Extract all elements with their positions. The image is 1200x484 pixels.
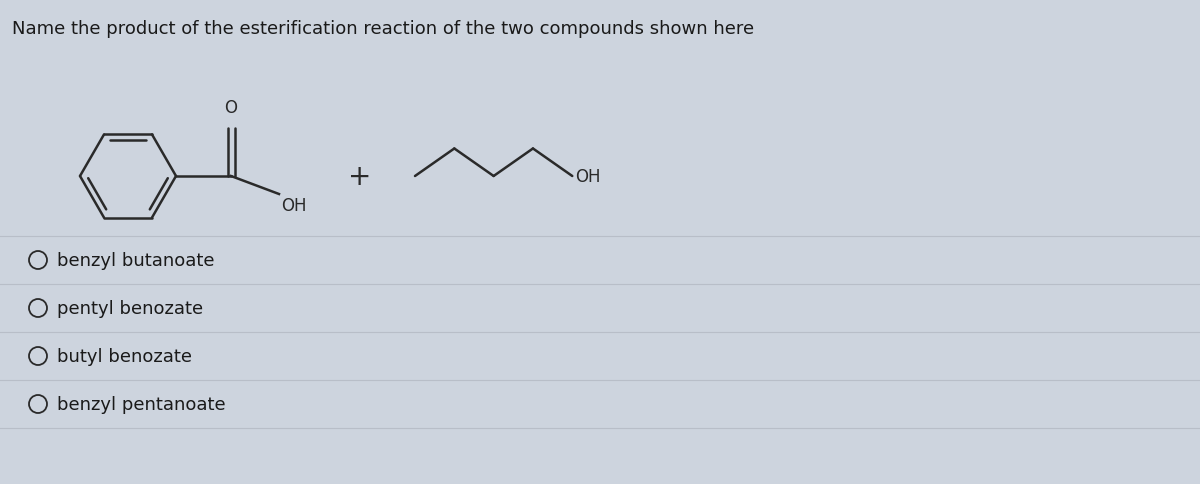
Text: +: + xyxy=(348,163,372,191)
Text: Name the product of the esterification reaction of the two compounds shown here: Name the product of the esterification r… xyxy=(12,20,754,38)
Text: benzyl pentanoate: benzyl pentanoate xyxy=(58,395,226,413)
Text: benzyl butanoate: benzyl butanoate xyxy=(58,252,215,270)
Text: OH: OH xyxy=(281,197,306,214)
Text: pentyl benozate: pentyl benozate xyxy=(58,300,203,318)
Text: O: O xyxy=(224,99,238,117)
Text: OH: OH xyxy=(575,167,601,186)
Text: butyl benozate: butyl benozate xyxy=(58,348,192,365)
